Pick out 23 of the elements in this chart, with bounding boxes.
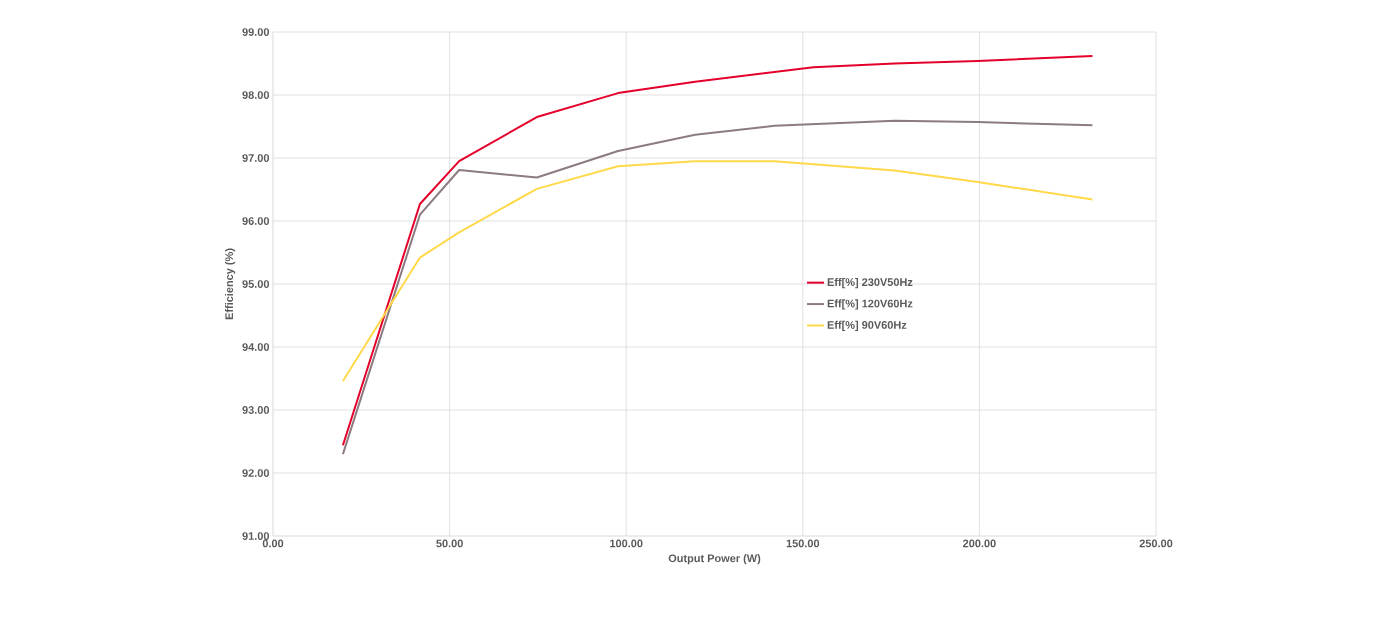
y-tick-label: 98.00	[242, 91, 270, 99]
x-tick-label: 0.00	[262, 539, 284, 548]
y-axis-title: Efficiency (%)	[225, 248, 236, 320]
y-tick-label: 95.00	[242, 280, 270, 288]
legend-label: Eff[%] 90V60Hz	[827, 320, 907, 331]
x-tick-label: 200.00	[963, 539, 996, 548]
line-series	[341, 119, 1094, 456]
y-tick-label: 96.00	[242, 217, 270, 225]
y-tick-label: 91.00	[242, 532, 270, 540]
line-series	[341, 160, 1094, 383]
y-tick-label: 93.00	[242, 406, 270, 414]
x-axis-title: Output Power (W)	[668, 554, 761, 565]
x-tick-label: 100.00	[610, 539, 643, 548]
x-tick-label: 150.00	[786, 539, 820, 548]
legend-label: Eff[%] 230V50Hz	[827, 277, 913, 289]
x-tick-label: 50.00	[436, 539, 463, 548]
y-tick-label: 97.00	[242, 154, 270, 162]
x-tick-label: 250.00	[1139, 539, 1173, 548]
line-series	[341, 54, 1094, 447]
y-tick-label: 92.00	[242, 469, 270, 477]
legend-label: Eff[%] 120V60Hz	[827, 299, 913, 310]
y-tick-label: 94.00	[242, 343, 270, 351]
y-tick-label: 99.00	[242, 28, 270, 36]
